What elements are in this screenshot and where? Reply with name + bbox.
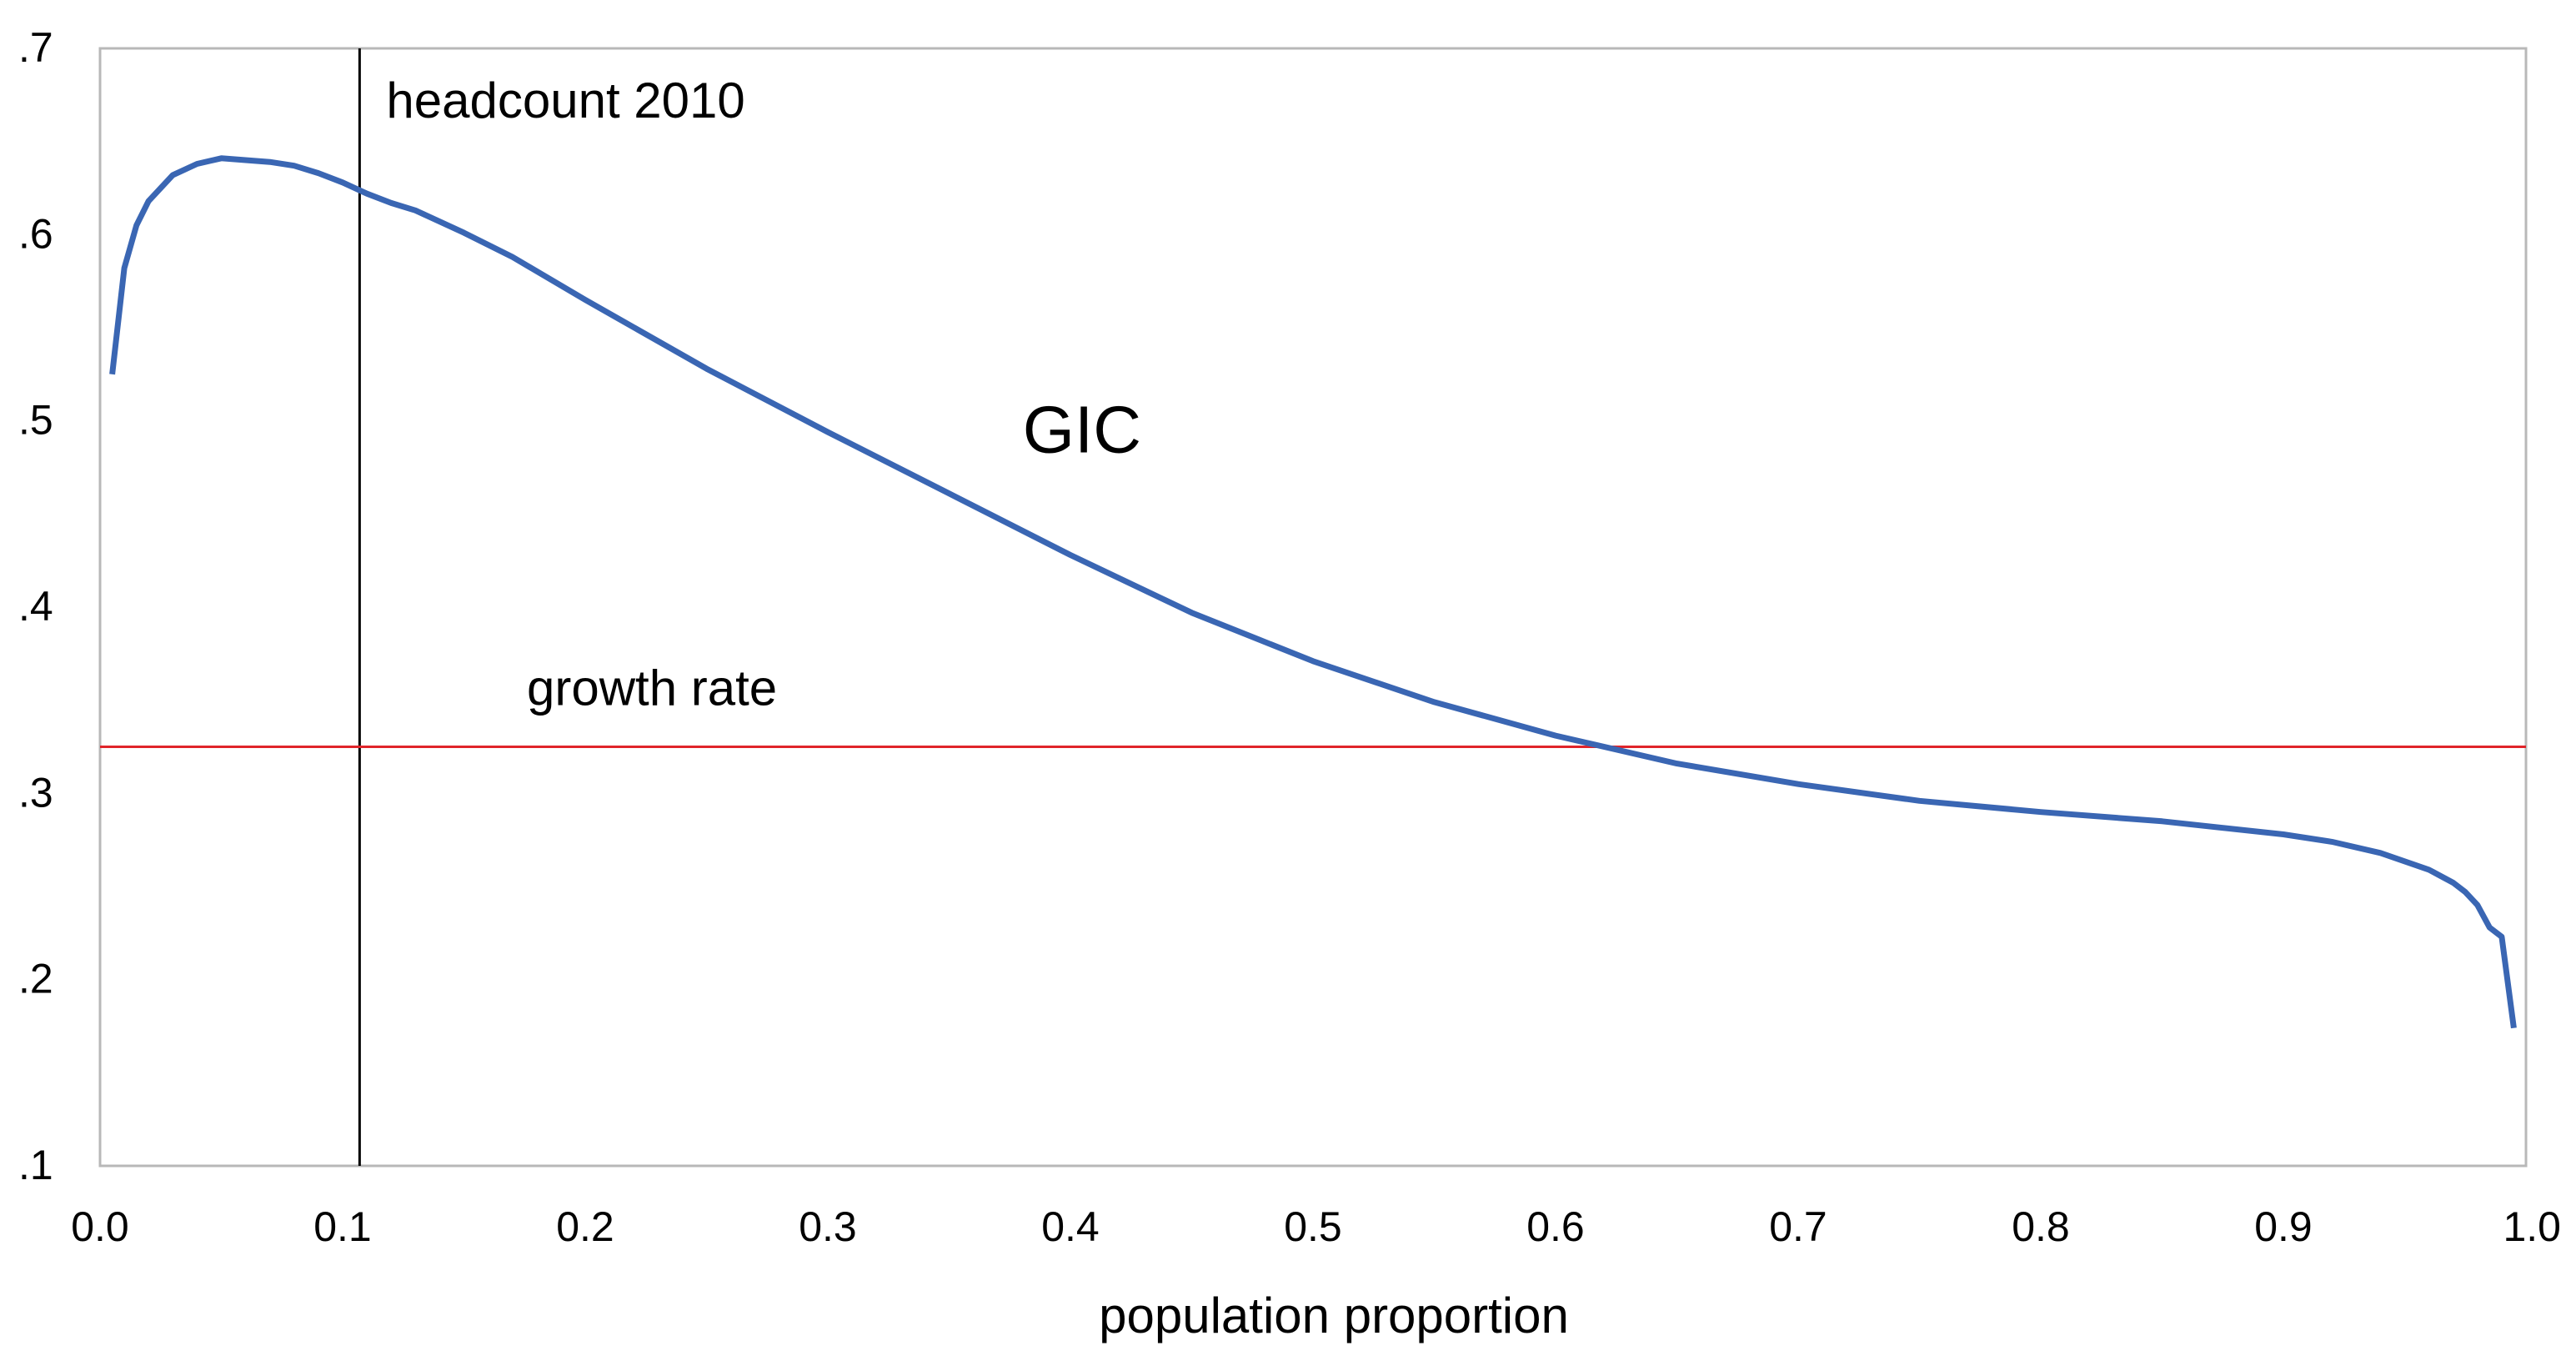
y-tick-label: .2 bbox=[18, 956, 53, 1002]
growth-rate-label: growth rate bbox=[527, 660, 777, 716]
x-tick-label: 0.2 bbox=[556, 1203, 614, 1250]
x-tick-label: 0.3 bbox=[799, 1203, 857, 1250]
y-tick-label: .7 bbox=[18, 24, 53, 71]
x-axis-title: population proportion bbox=[1099, 1288, 1569, 1343]
x-tick-label: 0.9 bbox=[2254, 1203, 2313, 1250]
x-axis-tick-labels: 0.0 0.1 0.2 0.3 0.4 0.5 0.6 0.7 0.8 0.9 1.0 bbox=[71, 1203, 2561, 1250]
plot-frame bbox=[98, 47, 2528, 1168]
x-tick-label: 0.6 bbox=[1526, 1203, 1585, 1250]
headcount-label: headcount 2010 bbox=[386, 73, 744, 128]
x-tick-label: 0.7 bbox=[1769, 1203, 1827, 1250]
x-tick-label: 0.0 bbox=[71, 1203, 129, 1250]
gic-series-label: GIC bbox=[1023, 393, 1141, 467]
y-tick-label: .5 bbox=[18, 397, 53, 444]
x-tick-label: 0.8 bbox=[2012, 1203, 2070, 1250]
gic-series-line bbox=[109, 155, 2517, 1029]
y-tick-label: .1 bbox=[18, 1142, 53, 1188]
y-tick-label: .4 bbox=[18, 583, 53, 630]
x-tick-label: 0.1 bbox=[313, 1203, 372, 1250]
x-tick-label: 0.4 bbox=[1041, 1203, 1100, 1250]
x-tick-label: 0.5 bbox=[1284, 1203, 1342, 1250]
y-axis-tick-labels: .1 .2 .3 .4 .5 .6 .7 bbox=[18, 24, 53, 1188]
x-tick-label: 1.0 bbox=[2503, 1203, 2561, 1250]
y-tick-label: .6 bbox=[18, 210, 53, 257]
y-tick-label: .3 bbox=[18, 769, 53, 816]
